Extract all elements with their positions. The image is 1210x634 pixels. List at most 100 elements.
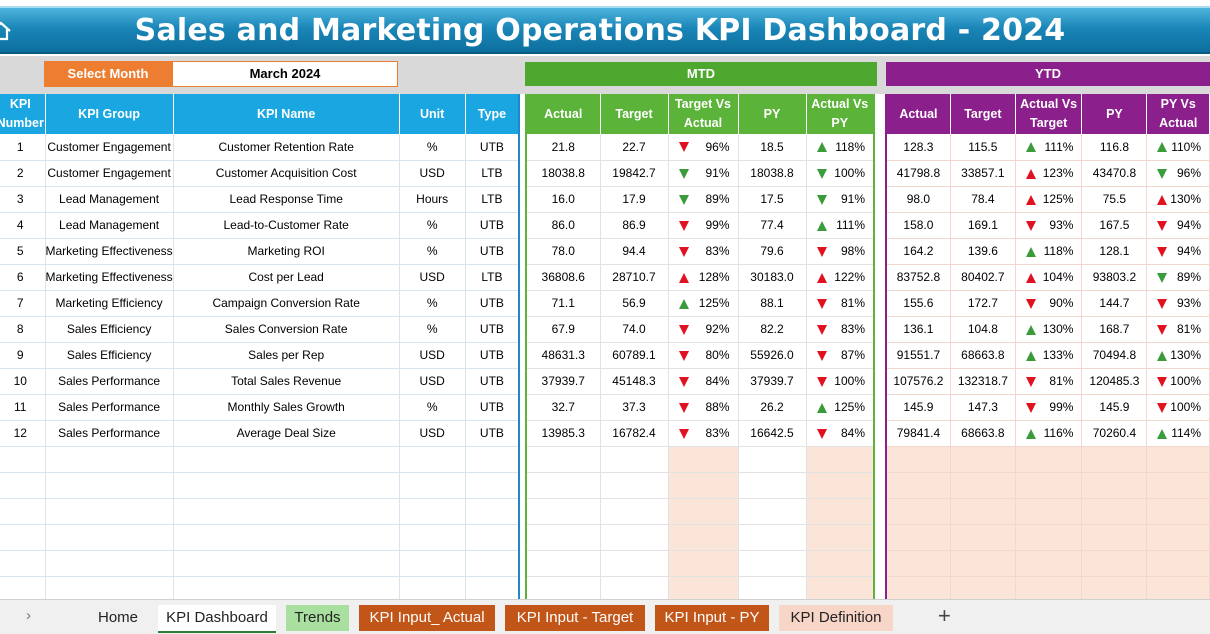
mtd-target-vs-actual-cell: 128% (668, 264, 739, 291)
empty-cell (0, 446, 46, 473)
mtd-actual-cell: 86.0 (526, 212, 601, 239)
type-cell: LTB (465, 160, 520, 187)
arrow-down-icon (678, 428, 689, 439)
tab-kpi-input-py[interactable]: KPI Input - PY (655, 605, 769, 631)
ytd-actual-vs-target-cell: 104% (1015, 264, 1083, 291)
ytd-target-cell: 169.1 (950, 212, 1016, 239)
ytd-py-vs-actual-cell: 100% (1146, 394, 1210, 421)
ytd-actual-vs-target-cell: 90% (1015, 290, 1083, 317)
table-row: 86.0 86.9 99% 77.4 111% (526, 212, 875, 239)
empty-cell (1146, 524, 1210, 551)
kpi-name-cell: Cost per Lead (173, 264, 400, 291)
mtd-py-cell: 30183.0 (738, 264, 807, 291)
mtd-actual-vs-py-cell: 91% (806, 186, 875, 213)
table-row (0, 524, 520, 551)
ytd-actual-vs-target-cell: 130% (1015, 316, 1083, 343)
mtd-actual-vs-py-cell: 125% (806, 394, 875, 421)
empty-cell (806, 472, 875, 499)
kpi-group-cell: Lead Management (45, 212, 174, 239)
col-kpi-number: KPI Number (0, 94, 46, 134)
empty-cell (45, 550, 174, 577)
unit-cell: USD (399, 264, 466, 291)
table-row: 164.2 139.6 118% 128.1 94% (886, 238, 1210, 265)
tab-trends[interactable]: Trends (286, 605, 349, 631)
empty-cell (886, 524, 951, 551)
arrow-down-icon (816, 350, 827, 361)
table-row: 13985.3 16782.4 83% 16642.5 84% (526, 420, 875, 447)
mtd-target-vs-actual-cell: 92% (668, 316, 739, 343)
arrow-down-icon (1157, 168, 1168, 179)
month-dropdown[interactable]: March 2024 (172, 61, 398, 87)
ytd-actual-cell: 158.0 (886, 212, 951, 239)
unit-cell: % (399, 134, 466, 161)
col-kpi-group: KPI Group (45, 94, 174, 134)
ytd-py-cell: 75.5 (1081, 186, 1148, 213)
mtd-target-vs-actual-cell: 125% (668, 290, 739, 317)
arrow-up-icon (1157, 350, 1168, 361)
mtd-actual-vs-py-cell: 111% (806, 212, 875, 239)
tab-kpi-definition[interactable]: KPI Definition (779, 605, 893, 631)
table-row: 12 Sales Performance Average Deal Size USD U… (0, 420, 520, 447)
ytd-actual-cell: 91551.7 (886, 342, 951, 369)
kpi-number-cell: 2 (0, 160, 46, 187)
empty-cell (1015, 472, 1083, 499)
arrow-up-icon (816, 220, 827, 231)
ytd-py-cell: 167.5 (1081, 212, 1148, 239)
ytd-col-1: Target (950, 94, 1016, 134)
kpi-group-cell: Customer Engagement (45, 160, 174, 187)
table-row (526, 498, 875, 525)
tab-kpi-input-actual[interactable]: KPI Input_ Actual (359, 605, 495, 631)
add-sheet-icon[interactable]: + (938, 603, 951, 628)
mtd-actual-cell: 21.8 (526, 134, 601, 161)
tab-kpi-input-target[interactable]: KPI Input - Target (505, 605, 645, 631)
home-icon[interactable] (0, 20, 12, 42)
ytd-actual-vs-target-cell: 81% (1015, 368, 1083, 395)
ytd-py-vs-actual-cell: 94% (1146, 238, 1210, 265)
empty-cell (465, 524, 520, 551)
ytd-py-cell: 116.8 (1081, 134, 1148, 161)
table-row (886, 498, 1210, 525)
arrow-up-icon (1025, 194, 1036, 205)
arrow-down-icon (1025, 376, 1036, 387)
arrow-down-icon (678, 350, 689, 361)
ytd-col-4: PY Vs Actual (1146, 94, 1210, 134)
empty-cell (806, 576, 875, 603)
ytd-actual-vs-target-cell: 116% (1015, 420, 1083, 447)
ytd-py-vs-actual-cell: 130% (1146, 186, 1210, 213)
empty-cell (45, 472, 174, 499)
arrow-up-icon (678, 298, 689, 309)
tab-kpi-dashboard[interactable]: KPI Dashboard (158, 605, 276, 633)
arrow-up-icon (816, 142, 827, 152)
kpi-number-cell: 9 (0, 342, 46, 369)
table-row: 128.3 115.5 111% 116.8 110% (886, 134, 1210, 161)
mtd-target-cell: 74.0 (600, 316, 669, 343)
empty-cell (738, 524, 807, 551)
mtd-py-cell: 17.5 (738, 186, 807, 213)
mtd-target-cell: 16782.4 (600, 420, 669, 447)
chevron-right-icon[interactable]: › (26, 607, 31, 624)
empty-cell (806, 446, 875, 473)
type-cell: UTB (465, 368, 520, 395)
mtd-py-cell: 18.5 (738, 134, 807, 161)
type-cell: UTB (465, 134, 520, 161)
empty-cell (738, 550, 807, 577)
table-row: 6 Marketing Effectiveness Cost per Lead USD… (0, 264, 520, 291)
arrow-down-icon (678, 324, 689, 335)
kpi-name-cell: Lead-to-Customer Rate (173, 212, 400, 239)
type-cell: UTB (465, 316, 520, 343)
empty-cell (886, 550, 951, 577)
kpi-group-cell: Sales Efficiency (45, 316, 174, 343)
mtd-col-0: Actual (526, 94, 601, 134)
table-row: 155.6 172.7 90% 144.7 93% (886, 290, 1210, 317)
empty-cell (526, 524, 601, 551)
mtd-py-cell: 77.4 (738, 212, 807, 239)
mtd-target-cell: 86.9 (600, 212, 669, 239)
ytd-target-cell: 132318.7 (950, 368, 1016, 395)
table-row: 4 Lead Management Lead-to-Customer Rate% UT… (0, 212, 520, 239)
kpi-group-cell: Sales Performance (45, 394, 174, 421)
tab-home[interactable]: Home (97, 609, 138, 626)
arrow-up-icon (1157, 428, 1168, 439)
empty-cell (886, 472, 951, 499)
mtd-target-vs-actual-cell: 89% (668, 186, 739, 213)
col-kpi-name: KPI Name (173, 94, 400, 134)
